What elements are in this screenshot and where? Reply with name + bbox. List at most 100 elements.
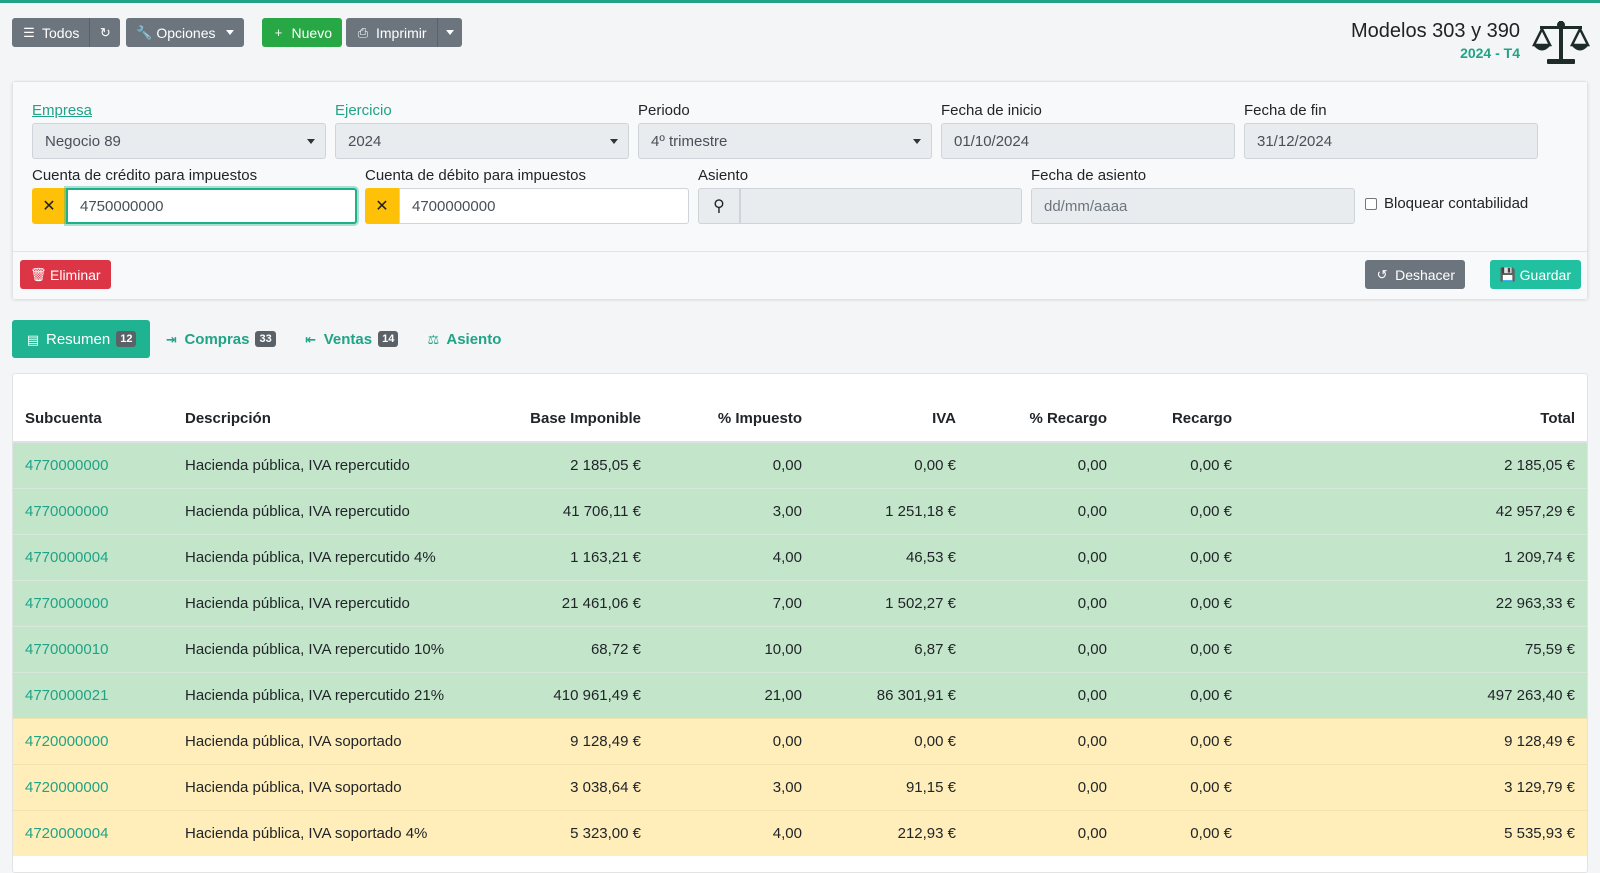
table-row[interactable]: 4770000000 Hacienda pública, IVA repercut… (13, 487, 1587, 534)
cell-iva: 46,53 € (814, 533, 968, 580)
tab-asiento[interactable]: ⚖ Asiento (412, 320, 515, 358)
search-asiento-button[interactable]: ⚲ (698, 188, 740, 224)
asiento-field: Asiento ⚲ (698, 167, 1022, 224)
cell-recargo: 0,00 € (1119, 625, 1244, 672)
empresa-select[interactable]: Negocio 89 (32, 123, 326, 159)
fecha-asiento-placeholder: dd/mm/aaaa (1044, 197, 1128, 215)
cell-descripcion: Hacienda pública, IVA repercutido 21% (173, 671, 493, 718)
cell-subcuenta[interactable]: 4770000000 (13, 579, 173, 626)
cell-iva: 6,87 € (814, 625, 968, 672)
imprimir-dropdown-button[interactable] (436, 18, 462, 47)
bloquear-label[interactable]: Bloquear contabilidad (1384, 195, 1529, 212)
debito-input[interactable]: 4700000000 (399, 188, 689, 224)
credito-field: Cuenta de crédito para impuestos ✕ 47500… (32, 167, 357, 224)
empresa-label[interactable]: Empresa (32, 102, 93, 119)
table-row[interactable]: 4770000000 Hacienda pública, IVA repercut… (13, 579, 1587, 626)
ejercicio-label[interactable]: Ejercicio (335, 102, 392, 119)
cell-total: 5 535,93 € (1244, 809, 1587, 856)
nuevo-button[interactable]: + Nuevo (261, 18, 342, 47)
cell-subcuenta[interactable]: 4720000000 (13, 763, 173, 810)
col-recargo: Recargo (1119, 374, 1244, 443)
table-row[interactable]: 4770000021 Hacienda pública, IVA repercut… (13, 671, 1587, 718)
tab-ventas[interactable]: ⇤ Ventas 14 (290, 320, 413, 358)
guardar-button[interactable]: 💾 Guardar (1489, 260, 1581, 289)
periodo-value: 4º trimestre (651, 132, 728, 150)
asiento-input[interactable] (740, 188, 1022, 224)
todos-button[interactable]: ☰ Todos (12, 18, 90, 47)
cell-total: 75,59 € (1244, 625, 1587, 672)
cell-base: 2 185,05 € (493, 441, 653, 488)
tab-compras[interactable]: ⇥ Compras 33 (150, 320, 289, 358)
bloquear-checkbox[interactable] (1365, 197, 1377, 210)
fecha-fin-input[interactable]: 31/12/2024 (1244, 123, 1538, 159)
clear-credito-button[interactable]: ✕ (32, 188, 66, 224)
cell-impuesto: 7,00 (653, 579, 814, 626)
fecha-asiento-input[interactable]: dd/mm/aaaa (1031, 188, 1355, 224)
periodo-label: Periodo (638, 102, 690, 119)
chevron-down-icon (913, 139, 921, 144)
table-row[interactable]: 4770000000 Hacienda pública, IVA repercut… (13, 441, 1587, 488)
debito-field: Cuenta de débito para impuestos ✕ 470000… (365, 167, 689, 224)
ejercicio-field: Ejercicio 2024 (335, 102, 629, 159)
cell-recargo: 0,00 € (1119, 487, 1244, 534)
fecha-fin-value: 31/12/2024 (1257, 132, 1333, 150)
cell-subcuenta[interactable]: 4770000004 (13, 533, 173, 580)
cell-descripcion: Hacienda pública, IVA soportado 4% (173, 809, 493, 856)
cell-subcuenta[interactable]: 4770000000 (13, 441, 173, 488)
cell-recargo-pct: 0,00 (968, 441, 1119, 488)
cell-subcuenta[interactable]: 4770000000 (13, 487, 173, 534)
empresa-value: Negocio 89 (45, 132, 121, 150)
fecha-fin-field: Fecha de fin 31/12/2024 (1244, 102, 1538, 159)
refresh-icon: ↻ (99, 25, 111, 40)
table-row[interactable]: 4720000000 Hacienda pública, IVA soportad… (13, 763, 1587, 810)
cell-iva: 1 251,18 € (814, 487, 968, 534)
balance-scale-icon: ⚖ (427, 331, 440, 347)
cell-total: 9 128,49 € (1244, 717, 1587, 764)
refresh-button[interactable]: ↻ (89, 18, 121, 47)
periodo-select[interactable]: 4º trimestre (638, 123, 932, 159)
form-body: Empresa Negocio 89 Ejercicio 2024 Period… (13, 82, 1587, 252)
tab-compras-badge: 33 (255, 331, 276, 347)
chevron-down-icon (610, 139, 618, 144)
table-row[interactable]: 4720000004 Hacienda pública, IVA soportad… (13, 809, 1587, 856)
credito-input[interactable]: 4750000000 (66, 188, 357, 224)
plus-icon: + (274, 25, 283, 40)
table-row[interactable]: 4770000010 Hacienda pública, IVA repercut… (13, 625, 1587, 672)
cell-subcuenta[interactable]: 4720000004 (13, 809, 173, 856)
col-impuesto-pct: % Impuesto (653, 374, 814, 443)
fecha-inicio-value: 01/10/2024 (954, 132, 1030, 150)
form-card: Empresa Negocio 89 Ejercicio 2024 Period… (12, 81, 1588, 299)
cell-subcuenta[interactable]: 4720000000 (13, 717, 173, 764)
ejercicio-select[interactable]: 2024 (335, 123, 629, 159)
table-row[interactable]: 4770000004 Hacienda pública, IVA repercut… (13, 533, 1587, 580)
cell-total: 497 263,40 € (1244, 671, 1587, 718)
cell-iva: 86 301,91 € (814, 671, 968, 718)
balance-scale-icon (1532, 21, 1590, 64)
table-row[interactable]: 4720000000 Hacienda pública, IVA soportad… (13, 717, 1587, 764)
ejercicio-value: 2024 (348, 132, 382, 150)
eliminar-button[interactable]: 🗑 Eliminar (20, 260, 111, 289)
guardar-label: Guardar (1519, 266, 1571, 283)
clear-debito-button[interactable]: ✕ (365, 188, 399, 224)
cell-impuesto: 21,00 (653, 671, 814, 718)
cell-recargo: 0,00 € (1119, 809, 1244, 856)
cell-recargo-pct: 0,00 (968, 579, 1119, 626)
cell-subcuenta[interactable]: 4770000010 (13, 625, 173, 672)
cell-subcuenta[interactable]: 4770000021 (13, 671, 173, 718)
list-alt-icon: ▤ (26, 331, 40, 347)
col-base-imponible: Base Imponible (493, 374, 653, 443)
fecha-inicio-input[interactable]: 01/10/2024 (941, 123, 1235, 159)
sign-in-icon: ⇥ (166, 331, 177, 347)
cell-impuesto: 3,00 (653, 763, 814, 810)
imprimir-group: ⎙ Imprimir (345, 18, 462, 47)
page-title: Modelos 303 y 390 (1350, 20, 1520, 42)
opciones-button[interactable]: 🔧 Opciones (126, 18, 244, 47)
tab-resumen[interactable]: ▤ Resumen 12 (12, 320, 151, 358)
imprimir-label: Imprimir (375, 24, 427, 41)
deshacer-button[interactable]: ↺ Deshacer (1365, 260, 1465, 289)
cell-descripcion: Hacienda pública, IVA soportado (173, 763, 493, 810)
cell-recargo-pct: 0,00 (968, 763, 1119, 810)
imprimir-button[interactable]: ⎙ Imprimir (345, 18, 437, 47)
cell-recargo: 0,00 € (1119, 441, 1244, 488)
undo-icon: ↺ (1376, 267, 1388, 282)
